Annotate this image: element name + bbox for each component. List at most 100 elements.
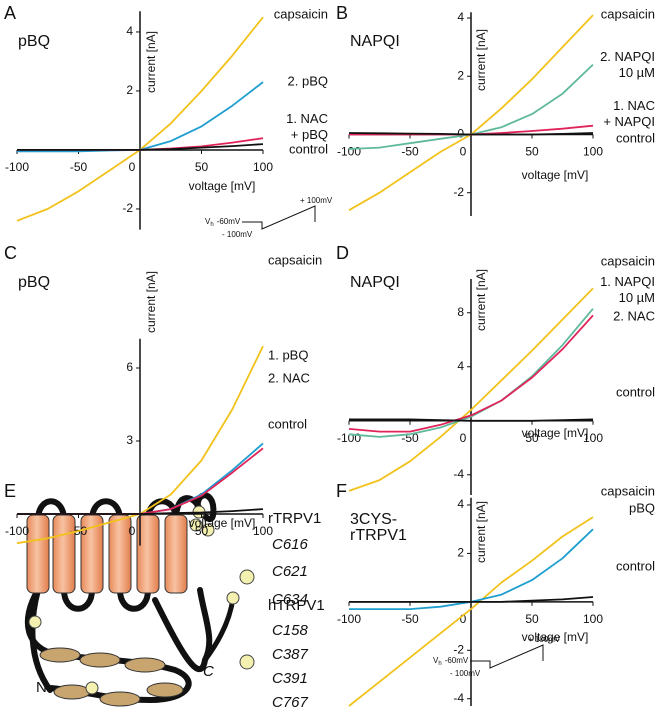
- x-axis-label: voltage [mV]: [522, 426, 589, 440]
- series-label: control: [616, 384, 655, 399]
- x-tick-label: 50: [525, 612, 539, 626]
- panel-letter: F: [336, 481, 347, 501]
- series-label: capsaicin: [601, 483, 655, 498]
- current-trace: [349, 596, 594, 603]
- x-axis-label: voltage [mV]: [522, 630, 589, 644]
- y-axis-label: current [nA]: [144, 31, 158, 93]
- protocol-hold: Vh -60mV: [433, 656, 469, 666]
- series-label: 2. NAC: [268, 370, 310, 385]
- current-trace: [348, 132, 594, 136]
- y-tick-label: 8: [457, 305, 464, 319]
- residue: C158: [272, 622, 309, 639]
- x-tick-label: -50: [70, 160, 88, 174]
- x-tick-label: -100: [5, 160, 29, 174]
- panel-letter: B: [336, 3, 348, 23]
- x-tick-label: -100: [337, 612, 361, 626]
- x-tick-label: 100: [583, 612, 603, 626]
- x-tick-label: -50: [401, 612, 419, 626]
- y-tick-label: 3: [126, 433, 133, 447]
- current-trace: [348, 308, 594, 438]
- group-name: hTRPV1: [268, 597, 325, 614]
- x-tick-label: -100: [5, 524, 29, 538]
- series-label-line: 2. NAPQI: [600, 49, 655, 64]
- y-tick-label: -2: [453, 185, 464, 199]
- panel-letter: E: [4, 481, 16, 501]
- panel-title: NAPQI: [350, 274, 400, 291]
- series-label: 2. NAPQI 10 µM: [600, 49, 655, 80]
- series-label-line: 10 µM: [619, 290, 655, 305]
- protocol-top: + 100mV: [300, 196, 333, 205]
- x-axis-label: voltage [mV]: [189, 516, 256, 530]
- x-tick-label: 0: [460, 145, 467, 159]
- panel-title-line: rTRPV1: [350, 527, 407, 544]
- protocol-hold-part: h: [210, 222, 213, 228]
- protocol-hold-part: -60mV: [217, 217, 241, 226]
- panel-title: 3CYS-rTRPV1: [350, 511, 407, 544]
- series-label: 1. NAC + pBQ: [286, 111, 328, 142]
- x-tick-label: 0: [460, 612, 467, 626]
- panel-title: pBQ: [18, 33, 50, 50]
- voltage-protocol: [470, 644, 544, 669]
- y-tick-label: -4: [453, 467, 464, 481]
- x-tick-label: 50: [525, 145, 539, 159]
- x-tick-label: 100: [583, 431, 603, 445]
- protocol-hold: Vh -60mV: [205, 217, 241, 227]
- protocol-bottom: - 100mV: [450, 669, 481, 678]
- residue: C391: [272, 670, 308, 687]
- current-trace: [348, 287, 594, 492]
- series-label: control: [289, 141, 328, 156]
- series-label: control: [616, 558, 655, 573]
- trpv1-schematic: [24, 492, 255, 707]
- current-trace: [17, 508, 264, 515]
- y-tick-label: 2: [457, 68, 464, 82]
- series-label: control: [616, 130, 655, 145]
- residue: C387: [272, 646, 309, 663]
- y-axis-label: current [nA]: [474, 29, 488, 91]
- y-axis-label: current [nA]: [474, 269, 488, 331]
- series-label: control: [268, 416, 307, 431]
- series-label: 1. pBQ: [268, 347, 308, 362]
- residue: C767: [272, 694, 309, 711]
- residue: C621: [272, 563, 308, 580]
- protocol-top: + 100mV: [528, 635, 561, 644]
- x-tick-label: 50: [195, 160, 209, 174]
- protocol-bottom: - 100mV: [222, 230, 253, 239]
- series-label: capsaicin: [268, 252, 322, 267]
- protocol-hold-part: h: [438, 661, 441, 667]
- y-axis-label: current [nA]: [474, 501, 488, 563]
- y-tick-label: 4: [457, 359, 464, 373]
- series-label: 2. pBQ: [288, 73, 328, 88]
- series-label: capsaicin: [601, 6, 655, 21]
- panel-title-line: 3CYS-: [350, 511, 397, 528]
- x-tick-label: -50: [401, 145, 419, 159]
- x-tick-label: 0: [460, 431, 467, 445]
- series-label: 1. NAC + NAPQI: [603, 98, 655, 129]
- series-label-line: + NAPQI: [603, 114, 655, 129]
- series-label-line: 1. NAC: [286, 111, 328, 126]
- current-trace: [348, 516, 594, 707]
- y-tick-label: -4: [453, 691, 464, 705]
- series-label: capsaicin: [274, 6, 328, 21]
- protocol-hold-part: -60mV: [445, 656, 469, 665]
- x-tick-label: 50: [195, 524, 209, 538]
- series-label-line: 10 µM: [619, 65, 655, 80]
- panel-letter: C: [4, 243, 17, 263]
- series-label: 2. NAC: [613, 308, 655, 323]
- x-tick-label: 0: [129, 524, 136, 538]
- x-tick-label: 100: [583, 145, 603, 159]
- series-label-line: 1. NAC: [613, 98, 655, 113]
- current-trace: [348, 314, 594, 433]
- series-label: 1. NAPQI 10 µM: [600, 274, 655, 305]
- panel-letter: A: [4, 3, 16, 23]
- series-label-line: 1. NAPQI: [600, 274, 655, 289]
- y-tick-label: -2: [122, 201, 133, 215]
- y-tick-label: 4: [457, 497, 464, 511]
- n-terminus: N: [36, 679, 47, 696]
- y-tick-label: 4: [457, 10, 464, 24]
- x-tick-label: 0: [129, 160, 136, 174]
- x-tick-label: -100: [337, 431, 361, 445]
- residue: C634: [272, 591, 308, 608]
- x-axis-label: voltage [mV]: [522, 168, 589, 182]
- x-tick-label: 100: [253, 524, 273, 538]
- x-tick-label: 50: [525, 431, 539, 445]
